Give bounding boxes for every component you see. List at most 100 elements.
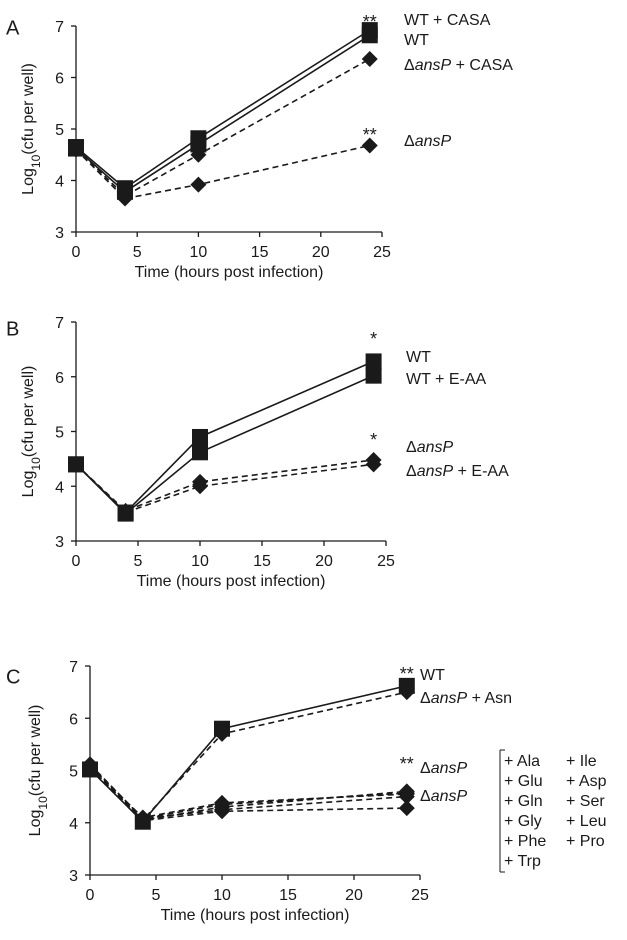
x-tick-label: 5 bbox=[134, 553, 143, 570]
x-tick-label: 0 bbox=[72, 244, 81, 261]
data-point-diamond bbox=[134, 812, 151, 829]
data-point-diamond bbox=[117, 504, 134, 521]
x-tick-label: 10 bbox=[191, 553, 209, 570]
x-tick-label: 5 bbox=[133, 244, 142, 261]
y-tick-label: 4 bbox=[69, 816, 78, 833]
series-label: ΔansP bbox=[406, 439, 453, 456]
chart-panel-a: A 3 4 5 6 7 0 5 10 15 20 25 Time (hours post infecti… bbox=[6, 12, 513, 281]
x-tick-label: 25 bbox=[373, 244, 391, 261]
y-tick-label: 4 bbox=[55, 174, 64, 191]
y-tick-label: 7 bbox=[55, 315, 64, 332]
data-point-diamond bbox=[365, 456, 382, 473]
x-tick-label: 20 bbox=[345, 887, 363, 904]
y-tick-label: 5 bbox=[55, 122, 64, 139]
y-tick-label: 7 bbox=[69, 659, 78, 676]
series-label: WT + CASA bbox=[404, 12, 491, 29]
series-label: ΔansP bbox=[404, 133, 451, 150]
y-tick-label: 6 bbox=[55, 71, 64, 88]
x-axis-label: Time (hours post infection) bbox=[161, 907, 350, 924]
x-tick-label: 0 bbox=[86, 887, 95, 904]
data-point-diamond bbox=[398, 684, 415, 701]
x-tick-label: 20 bbox=[312, 244, 330, 261]
y-axis-label: Log10(cfu per well) bbox=[27, 705, 50, 837]
amino-acid-label: + Gly bbox=[504, 813, 542, 830]
data-point-square bbox=[365, 353, 382, 370]
x-tick-label: 15 bbox=[251, 244, 269, 261]
y-tick-label: 3 bbox=[55, 225, 64, 242]
x-tick-label: 10 bbox=[190, 244, 208, 261]
series-line bbox=[75, 374, 374, 515]
amino-acid-label: + Asp bbox=[566, 773, 607, 790]
series-line bbox=[89, 763, 407, 820]
significance-stars: ** bbox=[400, 664, 414, 684]
significance-stars: ** bbox=[400, 754, 414, 774]
x-tick-label: 25 bbox=[377, 553, 395, 570]
data-point-diamond bbox=[214, 725, 230, 742]
y-tick-label: 3 bbox=[55, 534, 64, 551]
x-tick-label: 20 bbox=[315, 553, 333, 570]
significance-stars: * bbox=[370, 329, 377, 349]
x-axis-label: Time (hours post infection) bbox=[135, 264, 324, 281]
data-point-diamond bbox=[190, 176, 207, 193]
x-tick-label: 15 bbox=[279, 887, 297, 904]
series-line bbox=[89, 764, 407, 820]
series-label: ΔansP + CASA bbox=[404, 57, 513, 74]
series-line bbox=[75, 144, 370, 200]
series-line bbox=[89, 766, 407, 822]
data-point-square bbox=[192, 444, 208, 461]
chart-panel-b: B 3 4 5 6 7 0 5 10 15 20 25 Time (hours post infecti… bbox=[6, 315, 509, 590]
y-tick-label: 4 bbox=[55, 479, 64, 496]
x-axis-label: Time (hours post infection) bbox=[137, 573, 326, 590]
amino-acid-label: + Phe bbox=[504, 833, 546, 850]
amino-acid-label: + Ile bbox=[566, 753, 597, 770]
data-point-diamond bbox=[82, 759, 98, 776]
series-line bbox=[75, 463, 374, 514]
panel-label: A bbox=[6, 18, 20, 40]
x-tick-label: 25 bbox=[411, 887, 429, 904]
y-tick-label: 6 bbox=[55, 370, 64, 387]
series-label: ΔansP bbox=[420, 760, 467, 777]
series-label: WT bbox=[404, 32, 429, 49]
amino-acid-label: + Leu bbox=[566, 813, 606, 830]
x-tick-label: 10 bbox=[213, 887, 231, 904]
series-line bbox=[75, 459, 374, 512]
data-point-diamond bbox=[214, 803, 230, 820]
amino-acid-label: + Gln bbox=[504, 793, 543, 810]
data-point-square bbox=[190, 136, 207, 153]
panel-label: B bbox=[6, 319, 19, 341]
series-line bbox=[75, 34, 371, 193]
amino-acid-label: + Glu bbox=[504, 773, 543, 790]
data-point-diamond bbox=[361, 50, 378, 67]
series-line bbox=[89, 685, 407, 823]
series-label: WT bbox=[420, 667, 445, 684]
y-axis-label: Log10(cfu per well) bbox=[20, 63, 43, 195]
data-point-diamond bbox=[398, 788, 415, 805]
x-tick-label: 0 bbox=[72, 553, 81, 570]
series-label: WT bbox=[406, 349, 431, 366]
significance-stars: * bbox=[370, 430, 377, 450]
x-tick-label: 5 bbox=[152, 887, 161, 904]
x-tick-label: 15 bbox=[253, 553, 271, 570]
amino-acid-label: + Trp bbox=[504, 853, 541, 870]
y-tick-label: 3 bbox=[69, 868, 78, 885]
panel-label: C bbox=[6, 667, 20, 689]
series-line bbox=[75, 58, 371, 197]
y-tick-label: 6 bbox=[69, 711, 78, 728]
series-line bbox=[75, 29, 371, 190]
y-tick-label: 5 bbox=[55, 425, 64, 442]
y-tick-label: 5 bbox=[69, 764, 78, 781]
amino-acid-label: + Ala bbox=[504, 753, 540, 770]
series-line bbox=[89, 767, 407, 821]
y-tick-label: 7 bbox=[55, 19, 64, 36]
significance-stars: ** bbox=[363, 125, 377, 145]
data-point-square bbox=[361, 27, 378, 44]
series-label: ΔansP bbox=[420, 788, 467, 805]
series-line bbox=[75, 360, 374, 514]
data-point-diamond bbox=[116, 190, 133, 207]
data-point-diamond bbox=[361, 137, 378, 154]
series-label: ΔansP + E-AA bbox=[406, 463, 509, 480]
data-point-diamond bbox=[190, 146, 207, 163]
amino-acid-label: + Ser bbox=[566, 793, 605, 810]
data-point-square bbox=[192, 428, 208, 445]
amino-acid-label: + Pro bbox=[566, 833, 605, 850]
